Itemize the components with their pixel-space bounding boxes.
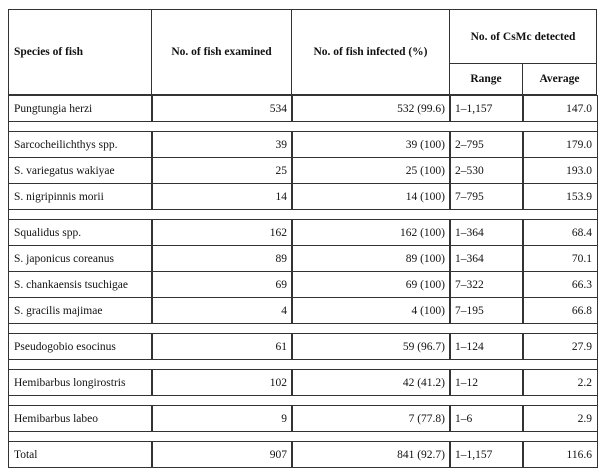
cell: S. chankaensis tsuchigae (8, 271, 153, 298)
cell: 2.9 (522, 405, 598, 432)
cell: 1–1,157 (449, 95, 524, 122)
cell: 9 (151, 405, 293, 432)
cell: 1–6 (449, 405, 524, 432)
cell: 42 (41.2) (291, 369, 451, 396)
header-cell: No. of fish infected (%) (291, 9, 450, 95)
cell: 1–364 (449, 245, 524, 272)
cell: 179.0 (522, 131, 598, 158)
header-cell: No. of CsMc detected (449, 9, 597, 64)
cell: Squalidus spp. (8, 219, 153, 246)
cell: 39 (100) (291, 131, 451, 158)
cell: 7–795 (449, 183, 524, 210)
cell: 70.1 (522, 245, 598, 272)
cell: Total (8, 441, 153, 468)
cell: 14 (151, 183, 293, 210)
cell: 193.0 (522, 157, 598, 184)
cell: 59 (96.7) (291, 333, 451, 360)
cell: Pungtungia herzi (8, 95, 153, 122)
cell: S. gracilis majimae (8, 297, 153, 324)
cell: 7 (77.8) (291, 405, 451, 432)
cell: 2–795 (449, 131, 524, 158)
cell: 102 (151, 369, 293, 396)
cell: S. japonicus coreanus (8, 245, 153, 272)
cell: 907 (151, 441, 293, 468)
cell: 153.9 (522, 183, 598, 210)
cell: 66.8 (522, 297, 598, 324)
cell: S. nigripinnis morii (8, 183, 153, 210)
cell: 7–195 (449, 297, 524, 324)
cell: 841 (92.7) (291, 441, 451, 468)
cell: 61 (151, 333, 293, 360)
cell: 39 (151, 131, 293, 158)
cell: 162 (100) (291, 219, 451, 246)
cell: 89 (151, 245, 293, 272)
cell: 68.4 (522, 219, 598, 246)
cell: 4 (100) (291, 297, 451, 324)
cell: 1–124 (449, 333, 524, 360)
cell: 1–12 (449, 369, 524, 396)
cell: 2–530 (449, 157, 524, 184)
cell: 25 (151, 157, 293, 184)
cell: 14 (100) (291, 183, 451, 210)
header-cell: Species of fish (8, 9, 152, 95)
cell: 1–364 (449, 219, 524, 246)
cell: 89 (100) (291, 245, 451, 272)
cell: 147.0 (522, 95, 598, 122)
cell: 66.3 (522, 271, 598, 298)
cell: 25 (100) (291, 157, 451, 184)
cell: 2.2 (522, 369, 598, 396)
cell: 27.9 (522, 333, 598, 360)
cell: 69 (100) (291, 271, 451, 298)
cell: Sarcocheilichthys spp. (8, 131, 153, 158)
cell: 534 (151, 95, 293, 122)
cell: Pseudogobio esocinus (8, 333, 153, 360)
cell: Hemibarbus longirostris (8, 369, 153, 396)
cell: Hemibarbus labeo (8, 405, 153, 432)
cell: 532 (99.6) (291, 95, 451, 122)
cell: 116.6 (522, 441, 598, 468)
cell: 69 (151, 271, 293, 298)
header-cell: No. of fish examined (151, 9, 292, 95)
header-cell: Range (449, 63, 523, 95)
cell: 4 (151, 297, 293, 324)
cell: 162 (151, 219, 293, 246)
cell: S. variegatus wakiyae (8, 157, 153, 184)
header-cell: Average (522, 63, 597, 95)
cell: 1–1,157 (449, 441, 524, 468)
cell: 7–322 (449, 271, 524, 298)
